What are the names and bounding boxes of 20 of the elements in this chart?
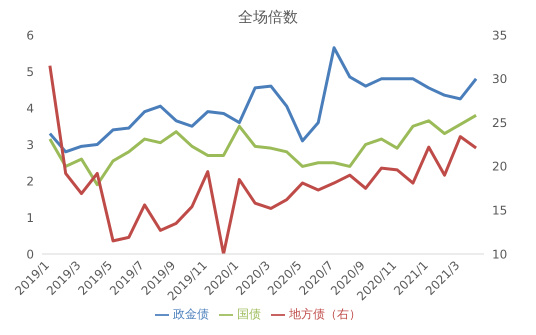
y2-tick-label: 15 [492, 203, 508, 218]
legend-label: 政金债 [173, 307, 209, 321]
line-series [48, 64, 478, 254]
y2-tick-label: 10 [492, 247, 508, 262]
y-tick-label: 4 [26, 101, 34, 116]
line-series [48, 46, 478, 154]
y-tick-label: 5 [26, 64, 34, 79]
legend-label: 国债 [237, 307, 261, 321]
y2-tick-label: 30 [492, 72, 508, 86]
line-series [48, 114, 478, 186]
chart-title: 全场倍数 [237, 8, 299, 27]
legend-label: 地方债（右） [289, 307, 361, 321]
y-tick-label: 0 [26, 247, 34, 262]
y2-tick-label: 35 [492, 28, 508, 42]
y-tick-label: 1 [26, 210, 34, 225]
y2-tick-label: 25 [492, 116, 508, 130]
y-tick-label: 2 [26, 174, 34, 188]
y-tick-label: 6 [26, 28, 34, 42]
y-tick-label: 3 [26, 138, 34, 152]
y2-tick-label: 20 [492, 160, 508, 174]
